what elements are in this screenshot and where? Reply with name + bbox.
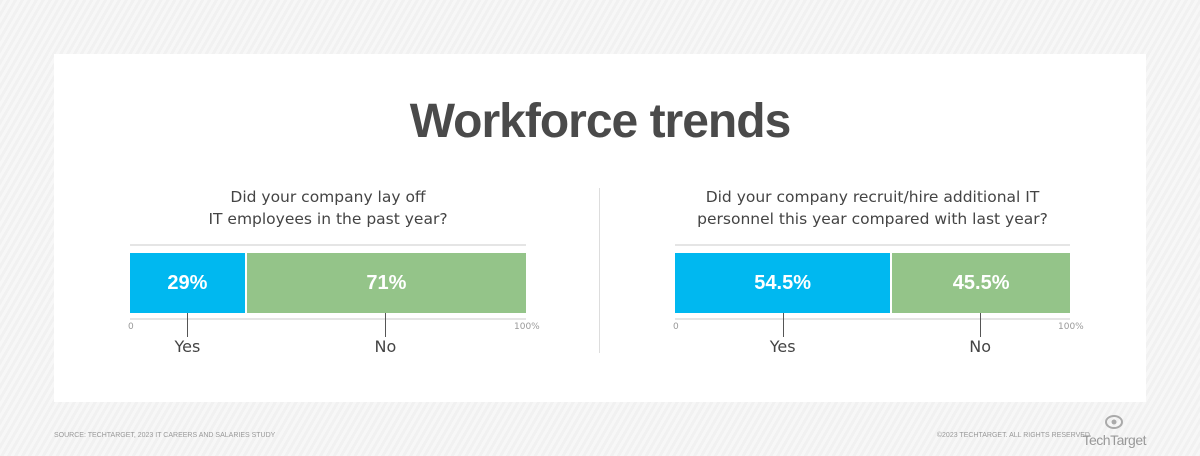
category-label: Yes <box>174 337 201 356</box>
leader-line <box>782 313 784 337</box>
axis-line <box>130 318 526 320</box>
stacked-bar: 29% 71% <box>130 253 526 313</box>
techtarget-logo: TechTarget <box>1083 413 1147 448</box>
leader-line <box>187 313 189 337</box>
chart-card: Workforce trends <box>54 54 1146 402</box>
leader-line <box>980 313 982 337</box>
category-label: No <box>969 337 992 356</box>
divider <box>599 188 600 353</box>
copyright: ©2023 TechTarget. All rights reserved <box>936 432 1090 439</box>
question-line: Did your company recruit/hire additional… <box>705 188 1040 206</box>
bar-segment-no: 45.5% <box>890 253 1070 313</box>
bar-segment-yes: 29% <box>130 253 245 313</box>
category-label: Yes <box>769 337 796 356</box>
category-label: No <box>374 337 397 356</box>
tick-label: 0 <box>673 322 679 332</box>
page-title: Workforce trends <box>409 95 792 148</box>
stacked-bar: 54.5% 45.5% <box>675 253 1070 313</box>
leader-line <box>385 313 387 337</box>
question: Did your company lay off IT employees in … <box>130 186 526 230</box>
bar-segment-yes: 54.5% <box>675 253 891 313</box>
question-line: IT employees in the past year? <box>208 210 448 228</box>
tick-label: 100% <box>514 322 540 332</box>
axis-line <box>675 318 1070 320</box>
bar-segment-no: 71% <box>244 253 526 313</box>
question-line: personnel this year compared with last y… <box>697 210 1048 228</box>
tick-label: 100% <box>1058 322 1084 332</box>
question-line: Did your company lay off <box>230 188 426 206</box>
axis-line <box>675 244 1070 246</box>
axis-line <box>130 244 526 246</box>
question: Did your company recruit/hire additional… <box>600 186 1145 230</box>
eye-icon <box>1105 415 1124 429</box>
tick-label: 0 <box>128 322 134 332</box>
source-note: Source: TechTarget, 2023 IT Careers and … <box>54 432 276 439</box>
